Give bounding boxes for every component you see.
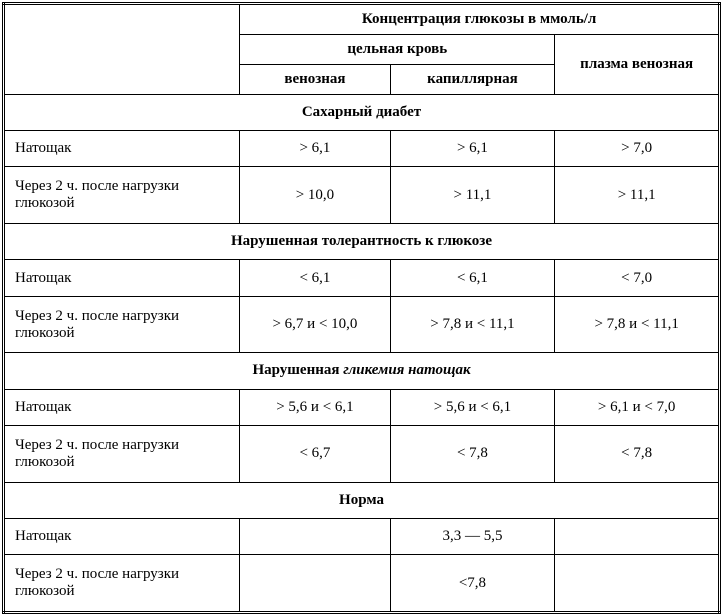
row-label: Через 2 ч. после нагрузки глюкозой	[4, 167, 240, 224]
cell-venous	[240, 518, 390, 554]
row-label: Через 2 ч. после нагрузки глюкозой	[4, 296, 240, 353]
section-title: Норма	[339, 492, 384, 508]
cell-plasma: > 11,1	[555, 167, 720, 224]
row-label: Натощак	[4, 389, 240, 425]
cell-venous: > 10,0	[240, 167, 390, 224]
cell-venous	[240, 555, 390, 613]
cell-capillary: > 6,1	[390, 131, 555, 167]
cell-plasma	[555, 518, 720, 554]
section-header: Нарушенная гликемия натощак	[4, 353, 720, 389]
header-venous: венозная	[240, 65, 390, 95]
table-row: Через 2 ч. после нагрузки глюкозой > 10,…	[4, 167, 720, 224]
table-row: Через 2 ч. после нагрузки глюкозой > 6,7…	[4, 296, 720, 353]
row-label: Через 2 ч. после нагрузки глюкозой	[4, 425, 240, 482]
table-row: Натощак > 6,1 > 6,1 > 7,0	[4, 131, 720, 167]
header-whole-blood: цельная кровь	[240, 35, 555, 65]
section-title-italic: гликемия натощак	[343, 362, 470, 378]
row-label: Натощак	[4, 260, 240, 296]
table-row: Натощак > 5,6 и < 6,1 > 5,6 и < 6,1 > 6,…	[4, 389, 720, 425]
cell-venous: > 6,7 и < 10,0	[240, 296, 390, 353]
table-row: Натощак < 6,1 < 6,1 < 7,0	[4, 260, 720, 296]
header-empty	[4, 4, 240, 95]
table-body: Сахарный диабет Натощак > 6,1 > 6,1 > 7,…	[4, 95, 720, 613]
cell-plasma: < 7,8	[555, 425, 720, 482]
row-label: Натощак	[4, 518, 240, 554]
cell-venous: < 6,7	[240, 425, 390, 482]
header-main: Концентрация глюкозы в ммоль/л	[240, 4, 720, 35]
section-header: Сахарный диабет	[4, 95, 720, 131]
cell-venous: > 5,6 и < 6,1	[240, 389, 390, 425]
section-title: Сахарный диабет	[302, 104, 421, 120]
header-capillary: капиллярная	[390, 65, 555, 95]
cell-capillary: < 7,8	[390, 425, 555, 482]
cell-plasma: > 7,8 и < 11,1	[555, 296, 720, 353]
section-header: Нарушенная толерантность к глюкозе	[4, 224, 720, 260]
cell-capillary: > 11,1	[390, 167, 555, 224]
cell-plasma: < 7,0	[555, 260, 720, 296]
header-plasma-venous: плазма венозная	[555, 35, 720, 95]
cell-capillary: > 7,8 и < 11,1	[390, 296, 555, 353]
table-row: Через 2 ч. после нагрузки глюкозой < 6,7…	[4, 425, 720, 482]
glucose-table: Концентрация глюкозы в ммоль/л цельная к…	[2, 2, 721, 614]
cell-plasma: > 6,1 и < 7,0	[555, 389, 720, 425]
cell-plasma	[555, 555, 720, 613]
cell-capillary: < 6,1	[390, 260, 555, 296]
table-row: Натощак 3,3 — 5,5	[4, 518, 720, 554]
section-title: Нарушенная	[252, 362, 343, 378]
section-header: Норма	[4, 482, 720, 518]
row-label: Натощак	[4, 131, 240, 167]
cell-venous: < 6,1	[240, 260, 390, 296]
cell-plasma: > 7,0	[555, 131, 720, 167]
table-row: Через 2 ч. после нагрузки глюкозой <7,8	[4, 555, 720, 613]
section-title: Нарушенная толерантность к глюкозе	[231, 233, 492, 249]
cell-venous: > 6,1	[240, 131, 390, 167]
cell-capillary: > 5,6 и < 6,1	[390, 389, 555, 425]
cell-capillary: 3,3 — 5,5	[390, 518, 555, 554]
row-label: Через 2 ч. после нагрузки глюкозой	[4, 555, 240, 613]
cell-capillary: <7,8	[390, 555, 555, 613]
